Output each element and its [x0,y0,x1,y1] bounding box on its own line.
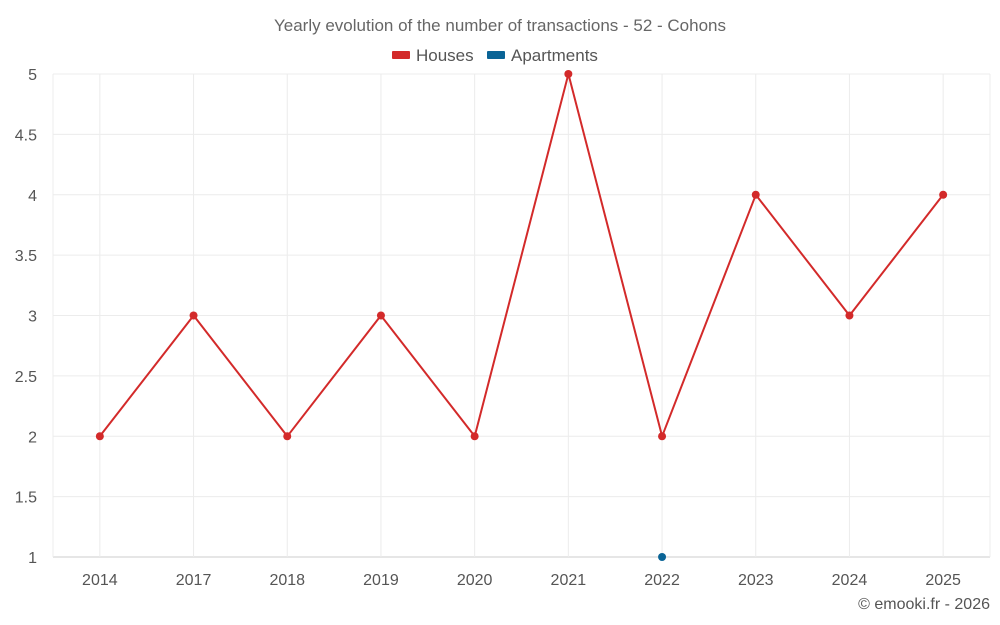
y-tick-label: 3.5 [15,248,37,265]
legend-item-houses[interactable]: Houses [392,46,474,65]
legend-swatch-houses [392,51,410,59]
y-tick-label: 2 [28,429,37,446]
data-point-houses[interactable] [189,311,198,320]
x-tick-label: 2021 [551,572,587,589]
data-point-houses[interactable] [939,190,948,199]
y-tick-label: 2.5 [15,369,37,386]
y-tick-label: 1.5 [15,490,37,507]
legend-label-houses: Houses [416,46,474,65]
x-tick-label: 2020 [457,572,493,589]
legend-label-apartments: Apartments [511,46,598,65]
data-point-houses[interactable] [658,432,667,441]
data-point-apartments[interactable] [658,553,667,561]
data-point-houses[interactable] [564,70,573,78]
y-tick-label: 1 [28,550,37,567]
data-point-houses[interactable] [95,432,104,441]
data-point-houses[interactable] [845,311,854,320]
x-tick-label: 2019 [363,572,399,589]
chart-title: Yearly evolution of the number of transa… [274,16,726,35]
y-tick-label: 4.5 [15,127,37,144]
x-tick-label: 2024 [832,572,868,589]
legend: Houses Apartments [392,46,598,65]
x-axis-ticks: 2014 2017 2018 2019 2020 2021 2022 2023 2024 2025 [82,572,961,589]
series-line-houses [99,73,944,438]
x-tick-label: 2022 [644,572,680,589]
x-tick-label: 2017 [176,572,212,589]
credit-text: © emooki.fr - 2026 [858,596,990,613]
x-tick-label: 2025 [925,572,961,589]
data-point-houses[interactable] [283,432,292,441]
y-axis-ticks: 1 1.5 2 2.5 3 3.5 4 4.5 5 [15,67,37,567]
x-tick-label: 2014 [82,572,118,589]
plot-area [95,70,948,561]
x-tick-label: 2023 [738,572,774,589]
x-tick-label: 2018 [269,572,305,589]
data-point-houses[interactable] [470,432,479,441]
y-tick-label: 4 [28,188,37,205]
y-tick-label: 3 [28,309,37,326]
y-tick-label: 5 [28,67,37,84]
data-point-houses[interactable] [751,190,760,199]
data-point-houses[interactable] [376,311,385,320]
legend-item-apartments[interactable]: Apartments [487,46,598,65]
legend-swatch-apartments [487,51,505,59]
